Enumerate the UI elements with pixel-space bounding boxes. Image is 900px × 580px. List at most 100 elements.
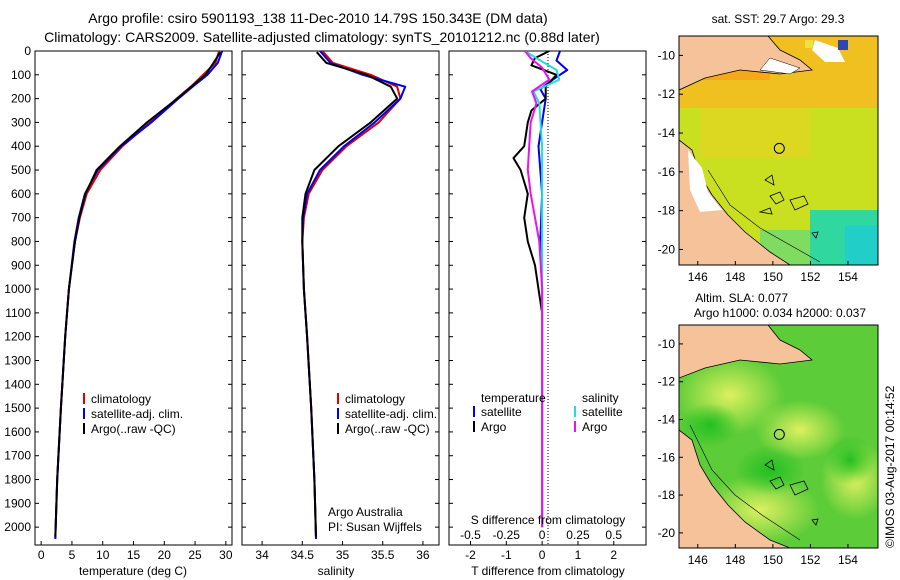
y-tick-label: 500 — [11, 163, 31, 177]
sst-map: sat. SST: 29.7 Argo: 29.3 146 148 150 152 15… — [658, 12, 879, 284]
legend-label-argo: Argo(..raw -QC) — [91, 422, 176, 436]
salinity-y-ticks — [242, 50, 439, 528]
y-tick-label: 1400 — [4, 377, 31, 391]
imos-credit: ©IMOS 03-Aug-2017 00:14:52 — [883, 385, 897, 548]
cloud-mask — [812, 40, 845, 62]
map-y-tick-label: -10 — [658, 48, 676, 62]
sst-cooler-patch — [845, 225, 878, 265]
coastal-mask — [688, 150, 722, 212]
difference-s-ticks: -0.5 -0.25 0 0.25 0.5 — [460, 528, 622, 542]
salinity-series — [301, 51, 407, 540]
temperature-series — [54, 51, 224, 540]
reef-mask — [759, 57, 801, 75]
sst-map-field — [679, 36, 878, 265]
map-x-tick-label: 150 — [763, 270, 783, 284]
y-tick-label: 1000 — [4, 282, 31, 296]
map-x-tick-label: 154 — [838, 270, 858, 284]
coral-sea-reefs — [764, 459, 819, 526]
new-guinea-land — [679, 325, 813, 379]
australia-land — [679, 429, 791, 548]
legend-label-satellite: satellite-adj. clim. — [91, 407, 183, 421]
sst-map-title: sat. SST: 29.7 Argo: 29.3 — [712, 12, 845, 26]
temperature-axes-frame — [34, 50, 233, 546]
s-tick-label: 0.5 — [605, 528, 622, 542]
y-tick-label: 0 — [24, 44, 31, 58]
sla-high-patch — [825, 435, 875, 485]
isobath — [707, 169, 821, 263]
sla-high-patch — [680, 403, 740, 447]
y-tick-label: 600 — [11, 187, 31, 201]
y-tick-label: 1600 — [4, 425, 31, 439]
x-tick-label: 15 — [127, 548, 141, 562]
series-line-s-argo — [524, 51, 551, 528]
map-y-tick-label: -20 — [658, 242, 676, 256]
x-tick-label: 34 — [255, 548, 269, 562]
y-tick-label: 200 — [11, 92, 31, 106]
x-tick-label: 0 — [38, 548, 45, 562]
x-tick-label: 34.5 — [291, 548, 315, 562]
sst-transition — [700, 108, 810, 158]
new-guinea-land — [679, 36, 813, 91]
salinity-legend: climatology satellite-adj. clim. Argo(..… — [337, 392, 437, 436]
difference-top-label: S difference from climatology — [471, 513, 626, 527]
x-tick-label: 35.5 — [371, 548, 395, 562]
s-tick-label: 0 — [539, 528, 546, 542]
legend-label-s-argo: Argo — [582, 420, 608, 434]
sla-map: Altim. SLA: 0.077 Argo h1000: 0.034 h200… — [658, 291, 879, 567]
salinity-x-ticks: 34 34.5 35 35.5 36 — [255, 541, 430, 562]
sla-map-title-line1: Altim. SLA: 0.077 — [695, 291, 788, 305]
series-line-argo-raw-qc — [301, 51, 399, 537]
figure-title-line1: Argo profile: csiro 5901193_138 11-Dec-2… — [88, 10, 547, 26]
sla-low-patch — [755, 400, 845, 460]
temperature-panel: 0 5 10 15 20 25 30 0 100 200 300 400 500 600 700 800 90… — [4, 44, 233, 578]
s-tick-label: 0.25 — [566, 528, 590, 542]
x-tick-label: -1 — [501, 548, 512, 562]
x-tick-label: 5 — [69, 548, 76, 562]
map-y-tick-label: -10 — [658, 337, 676, 351]
sla-map-field — [679, 325, 878, 548]
salinity-panel: 34 34.5 35 35.5 36 salinity climatology sate… — [241, 50, 440, 578]
figure-title-line2: Climatology: CARS2009. Satellite-adjuste… — [44, 29, 600, 45]
salinity-axes-frame — [241, 50, 440, 546]
x-tick-label: 25 — [188, 548, 202, 562]
x-tick-label: 0 — [539, 548, 546, 562]
difference-panel: -2 -1 0 1 2 -0.5 -0.25 0 0.25 0.5 T difference f… — [448, 50, 647, 578]
legend-label-climatology: climatology — [345, 392, 405, 406]
argo-position-marker — [773, 428, 785, 440]
sla-map-x-ticks: 146 148 150 152 154 — [688, 544, 858, 567]
map-y-tick-label: -16 — [658, 450, 676, 464]
sla-map-title-line2: Argo h1000: 0.034 h2000: 0.037 — [694, 306, 866, 320]
x-tick-label: 20 — [158, 548, 172, 562]
legend-label-climatology: climatology — [91, 392, 151, 406]
coral-sea-reefs — [758, 174, 819, 239]
isobath — [689, 424, 801, 541]
y-tick-label: 700 — [11, 211, 31, 225]
map-y-tick-label: -14 — [658, 412, 676, 426]
temperature-legend: climatology satellite-adj. clim. Argo(..… — [83, 392, 183, 436]
y-tick-label: 1500 — [4, 401, 31, 415]
map-y-tick-label: -20 — [658, 526, 676, 540]
s-tick-label: -0.5 — [460, 528, 481, 542]
y-tick-label: 2000 — [4, 520, 31, 534]
x-tick-label: 1 — [575, 548, 582, 562]
annotation-pi: PI: Susan Wijffels — [328, 520, 422, 534]
legend-header-temperature: temperature — [481, 391, 546, 405]
legend-label-t-argo: Argo — [481, 420, 507, 434]
map-x-tick-label: 154 — [838, 553, 858, 567]
series-line-argo-raw-qc — [54, 51, 222, 537]
map-y-tick-label: -12 — [658, 87, 676, 101]
salinity-x-label: salinity — [318, 564, 355, 578]
legend-label-s-satellite: satellite — [582, 405, 623, 419]
difference-legend: temperature salinity satellite Argo sate… — [473, 391, 623, 434]
argo-position-marker — [773, 142, 785, 154]
map-x-tick-label: 152 — [800, 553, 820, 567]
map-x-tick-label: 148 — [725, 270, 745, 284]
sst-map-y-ticks: -10 -12 -14 -16 -18 -20 — [658, 48, 683, 256]
x-tick-label: 10 — [96, 548, 110, 562]
y-tick-label: 1100 — [5, 306, 31, 320]
map-y-tick-label: -18 — [658, 488, 676, 502]
map-x-tick-label: 146 — [688, 553, 708, 567]
y-tick-label: 1700 — [4, 449, 31, 463]
x-tick-label: 35 — [336, 548, 350, 562]
map-x-tick-label: 146 — [688, 270, 708, 284]
